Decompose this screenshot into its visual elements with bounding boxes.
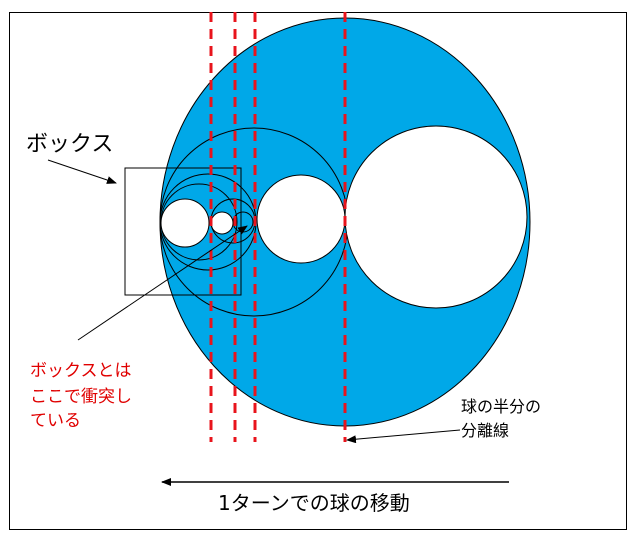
sphere-white-small — [160, 198, 210, 248]
collision-label-arrow — [77, 225, 248, 341]
half-split-label-line-2: 分離線 — [461, 421, 509, 440]
collision-label-line-2: ここで衝突し — [30, 387, 132, 407]
sphere-white-smaller — [210, 211, 234, 235]
half-split-label-arrow — [346, 429, 461, 444]
box-label: ボックス — [26, 132, 113, 157]
sphere-white-medium — [256, 174, 346, 264]
sphere-white-largest — [344, 125, 528, 309]
collision-label-line-1: ボックスとは — [30, 361, 132, 381]
half-split-label-line-1: 球の半分の — [461, 397, 541, 416]
collision-label-line-3: ている — [30, 411, 81, 431]
box-label-arrow — [47, 159, 117, 184]
movement-label: 1ターンでの球の移動 — [218, 491, 410, 515]
outer-frame — [9, 12, 627, 530]
